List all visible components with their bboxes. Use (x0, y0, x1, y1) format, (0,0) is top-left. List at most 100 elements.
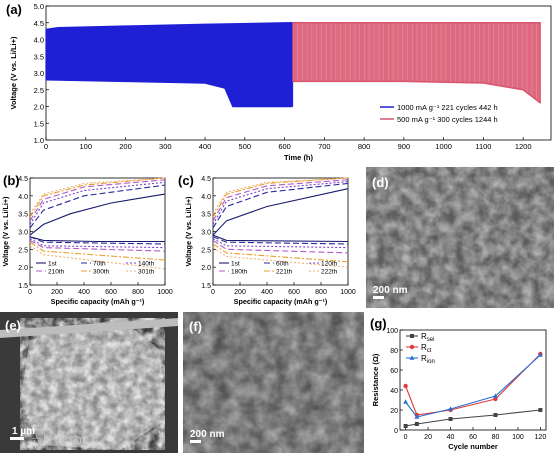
x-tick-label: 100 (80, 142, 93, 151)
sem-image-e: (e) 1 µm 六 眼 (跨 馆) (0, 312, 178, 453)
x-tick-label: 120 (535, 434, 547, 441)
x-tick-label: 1000 (340, 289, 356, 296)
discharge-curve (212, 238, 349, 249)
legend-entry: Rion (421, 354, 435, 365)
legend-entry: 60th (276, 261, 289, 268)
charge-curve (212, 177, 349, 214)
x-tick-label: 200 (234, 289, 246, 296)
y-tick-label: 4.5 (18, 176, 28, 183)
legend-entry: 1st (231, 261, 240, 268)
x-tick-label: 400 (199, 142, 212, 151)
series-pink (292, 22, 542, 104)
chart-b: 0 200 400 600 800 1000 1.5 2.0 2.5 3.0 3.5 4.0 4.5 Sp… (1, 176, 173, 306)
x-axis-label: Time (h) (284, 153, 314, 162)
scalebar-e (10, 437, 24, 440)
legend-entry: 300th (93, 269, 110, 276)
chart-a: 0 100 200 300 400 500 600 700 800 900 1000 1100 1200… (9, 2, 552, 162)
x-tick-label: 0 (211, 289, 215, 296)
charge-curve (29, 184, 166, 229)
y-tick-label: 2.0 (34, 103, 44, 112)
y-tick-label: 3.0 (34, 69, 44, 78)
y-tick-label: 2.0 (18, 265, 28, 272)
legend-entry: 221th (276, 269, 293, 276)
y-tick-label: 40 (390, 388, 398, 395)
x-axis-label: Specific capacity (mAh g⁻¹) (234, 297, 328, 306)
discharge-curve (212, 239, 349, 254)
x-tick-label: 300 (159, 142, 172, 151)
y-tick-label: 2.5 (34, 86, 44, 95)
data-point (493, 393, 498, 398)
y-tick-label: 60 (390, 368, 398, 375)
x-tick-label: 100 (512, 434, 524, 441)
charge-curve (29, 177, 166, 215)
charge-curve (29, 179, 166, 222)
legend-entry: 1st (48, 261, 57, 268)
x-tick-label: 600 (105, 289, 117, 296)
discharge-curve (29, 245, 166, 270)
data-point (537, 352, 543, 357)
x-axis-label: Specific capacity (mAh g⁻¹) (51, 297, 145, 306)
y-tick-label: 2.5 (18, 247, 28, 254)
discharge-curve (212, 234, 349, 243)
panel-label-g: (g) (370, 316, 387, 331)
discharge-curve (212, 247, 349, 268)
x-tick-label: 1200 (515, 142, 532, 151)
series-lower-envelope (45, 78, 293, 108)
legend-entry: 222th (321, 269, 338, 276)
x-tick-label: 500 (239, 142, 252, 151)
scalebar-label-f: 200 nm (190, 429, 225, 440)
legend-marker (409, 355, 415, 360)
series-upper-envelope (45, 22, 293, 31)
watermark-text: 六 眼 (跨 馆) (32, 434, 82, 445)
y-tick-label: 4.5 (34, 19, 44, 28)
discharge-curve (29, 236, 165, 243)
x-axis-label: Cycle number (448, 442, 498, 451)
y-tick-label: 4.0 (18, 194, 28, 201)
x-tick-label: 20 (424, 434, 432, 441)
x-tick-label: 1000 (435, 142, 452, 151)
y-tick-label: 0 (394, 428, 398, 435)
legend-entry: 1000 mA g⁻¹ 221 cycles 442 h (397, 103, 498, 112)
data-point (403, 424, 408, 428)
legend-entry: 70th (93, 261, 106, 268)
y-tick-label: 4.0 (201, 194, 211, 201)
charge-curve (212, 181, 349, 225)
y-tick-label: 3.5 (34, 52, 44, 61)
x-tick-label: 800 (315, 289, 327, 296)
x-tick-label: 400 (261, 289, 273, 296)
scalebar-label-d: 200 nm (373, 285, 408, 296)
legend-entry: 120th (321, 261, 338, 268)
scalebar-d (373, 296, 384, 299)
charge-curve (29, 181, 166, 225)
data-point (448, 406, 453, 411)
data-point (414, 414, 420, 419)
series-lower-envelope (292, 80, 542, 104)
series-blue (45, 22, 294, 107)
x-tick-label: 40 (447, 434, 455, 441)
legend-entry: 180th (231, 269, 248, 276)
charge-curve (29, 193, 166, 236)
x-tick-label: 80 (492, 434, 500, 441)
panel-label-b: (b) (3, 173, 20, 188)
y-tick-label: 1.0 (34, 136, 44, 145)
x-tick-label: 200 (51, 289, 63, 296)
legend-entry: 210th (48, 269, 65, 276)
legend-entry: 301th (138, 269, 155, 276)
panel-label-e: (e) (5, 318, 21, 333)
y-tick-label: 4.5 (201, 176, 211, 183)
y-tick-label: 5.0 (34, 2, 44, 11)
discharge-curve (212, 236, 349, 245)
x-tick-label: 900 (398, 142, 411, 151)
y-tick-label: 3.5 (201, 212, 211, 219)
scalebar-f (190, 440, 201, 443)
y-tick-label: 2.5 (201, 247, 211, 254)
data-point (403, 383, 408, 389)
nanowire-strip (0, 318, 178, 338)
sem-image-d: (d) 200 nm (366, 167, 554, 308)
x-tick-label: 200 (119, 142, 132, 151)
x-tick-label: 0 (404, 434, 408, 441)
legend-entry: Rsei (421, 332, 434, 343)
legend-entry: 140th (138, 261, 155, 268)
